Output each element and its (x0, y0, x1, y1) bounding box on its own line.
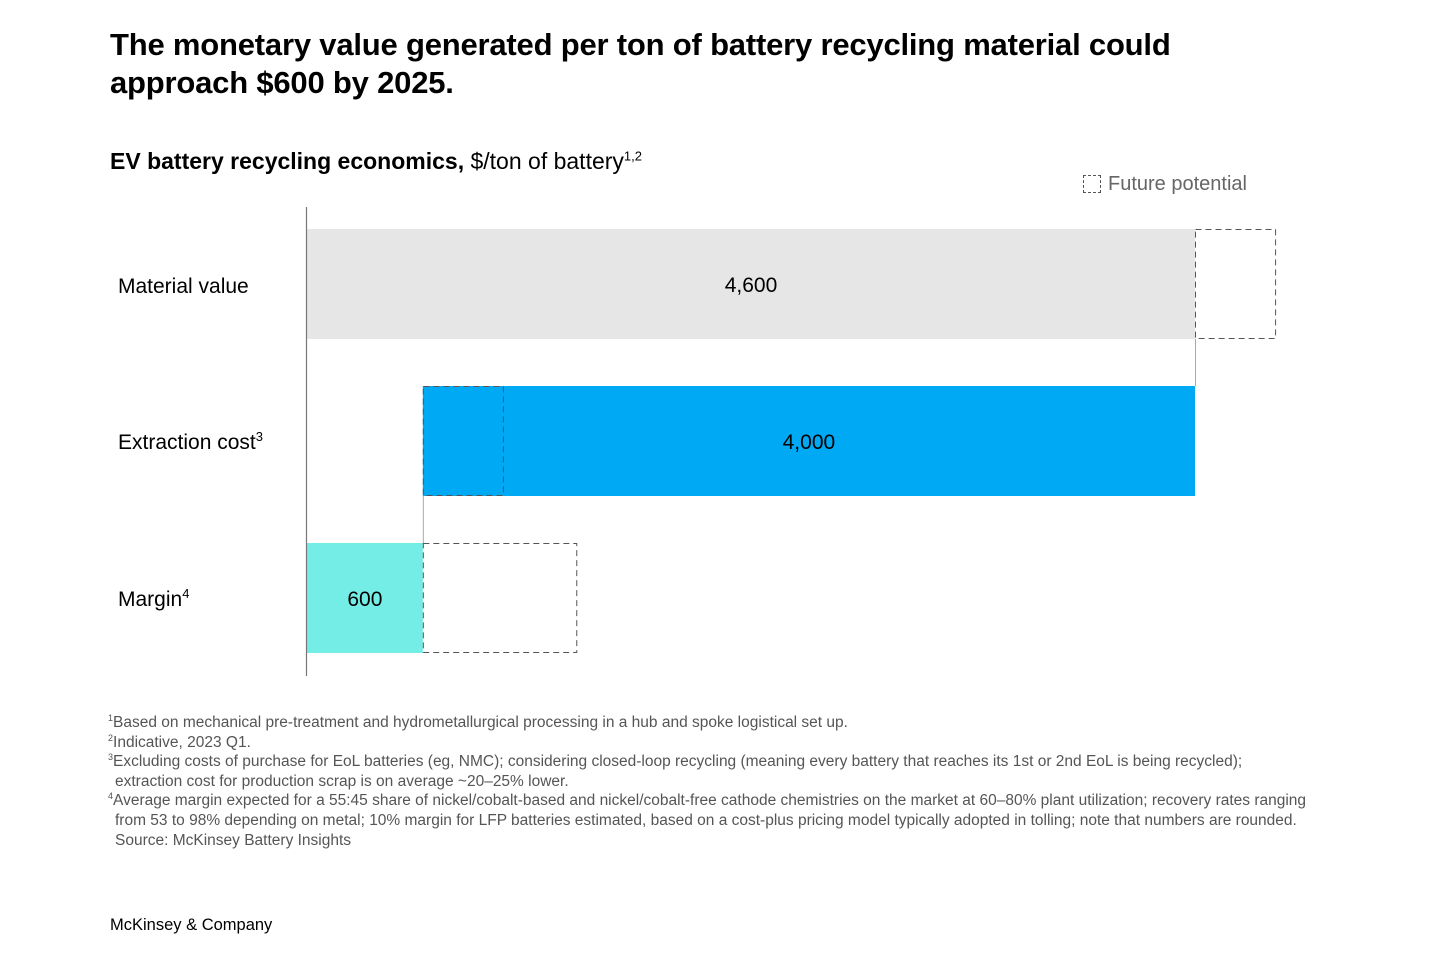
legend-label: Future potential (1108, 172, 1247, 195)
unit-footnote-refs: 1,2 (623, 148, 642, 164)
legend-swatch-future-potential (1083, 175, 1101, 193)
footnote-ref: 3 (108, 752, 114, 763)
chart-unit: $/ton of battery (470, 148, 624, 174)
bar-material-value (307, 229, 1195, 339)
category-label-extraction-cost: Extraction cost3 (118, 430, 263, 456)
footnotes: 1Based on mechanical pre-treatment and h… (108, 713, 1308, 850)
legend: Future potential (1083, 172, 1247, 196)
footnote-4: 4Average margin expected for a 55:45 sha… (108, 791, 1308, 830)
footnote-text: Based on mechanical pre-treatment and hy… (113, 714, 848, 731)
footnote-ref: 1 (108, 712, 114, 723)
footnote-text: Excluding costs of purchase for EoL batt… (113, 753, 1243, 790)
future-potential-box-material-value (1195, 229, 1277, 339)
footnote-ref: 2 (108, 732, 114, 743)
footnote-1: 1Based on mechanical pre-treatment and h… (108, 713, 1308, 733)
chart-subtitle: EV battery recycling economics, $/ton of… (110, 146, 642, 176)
headline: The monetary value generated per ton of … (110, 27, 1171, 100)
value-label-margin: 600 (347, 588, 382, 611)
category-label-text: Material value (118, 275, 249, 298)
category-footnote-ref: 4 (182, 586, 190, 601)
waterfall-chart: 4,600 4,000 600 (305, 207, 1277, 676)
footnote-2: 2Indicative, 2023 Q1. (108, 733, 1308, 753)
chart-title: EV battery recycling economics, (110, 148, 465, 174)
value-label-extraction-cost: 4,000 (783, 431, 836, 454)
footnote-ref: 4 (108, 791, 114, 802)
category-label-material-value: Material value (118, 274, 249, 300)
category-label-margin: Margin4 (118, 587, 189, 613)
category-label-text: Extraction cost (118, 431, 256, 454)
brand-logo-text: McKinsey & Company (110, 916, 273, 934)
category-footnote-ref: 3 (255, 429, 263, 444)
footnote-3: 3Excluding costs of purchase for EoL bat… (108, 752, 1308, 791)
footnote-text: Average margin expected for a 55:45 shar… (113, 792, 1307, 829)
future-potential-box-margin (422, 543, 578, 653)
source-note: Source: McKinsey Battery Insights (115, 831, 352, 849)
footnote-text: Indicative, 2023 Q1. (113, 733, 251, 751)
future-potential-box-extraction-cost (422, 386, 504, 496)
category-label-text: Margin (118, 588, 183, 611)
bar-extraction-cost (422, 386, 1196, 496)
bar-margin (307, 543, 423, 653)
value-label-material-value: 4,600 (725, 274, 778, 297)
